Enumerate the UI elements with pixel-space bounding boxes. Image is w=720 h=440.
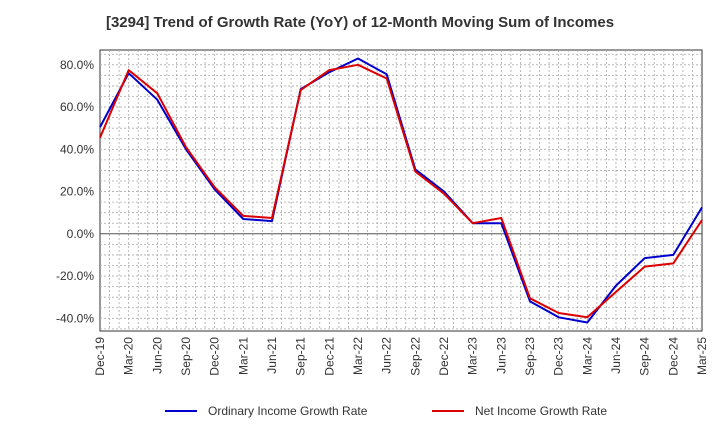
x-tick-label: Mar-22 bbox=[351, 337, 365, 375]
y-tick-label: 40.0% bbox=[60, 142, 94, 156]
x-tick-label: Jun-21 bbox=[265, 337, 279, 374]
x-tick-label: Sep-21 bbox=[294, 337, 308, 376]
y-tick-labels: -40.0% -20.0% 0.0% 20.0% 40.0% 60.0% 80.0% bbox=[56, 58, 94, 326]
x-tick-labels: Dec-19 Mar-20 Jun-20 Sep-20 Dec-20 Mar-21 Jun-… bbox=[93, 337, 709, 376]
series-lines bbox=[99, 57, 703, 324]
plot-background bbox=[99, 49, 703, 332]
x-tick-label: Mar-21 bbox=[236, 337, 250, 375]
x-tick-label: Mar-20 bbox=[122, 337, 136, 375]
y-tick-label: -20.0% bbox=[56, 269, 94, 283]
x-tick-label: Sep-20 bbox=[179, 337, 193, 376]
y-tick-label: 80.0% bbox=[60, 58, 94, 72]
x-tick-label: Jun-23 bbox=[494, 337, 508, 374]
y-tick-label: 20.0% bbox=[60, 185, 94, 199]
x-tick-label: Sep-22 bbox=[408, 337, 422, 376]
series-line-net-income bbox=[99, 63, 703, 319]
legend-label: Ordinary Income Growth Rate bbox=[208, 404, 368, 418]
legend: Ordinary Income Growth Rate Net Income Gr… bbox=[165, 404, 607, 418]
y-tick-label: -40.0% bbox=[56, 311, 94, 325]
x-tick-label: Sep-24 bbox=[638, 337, 652, 376]
chart-title: [3294] Trend of Growth Rate (YoY) of 12-… bbox=[105, 14, 615, 31]
x-tick-label: Jun-20 bbox=[150, 337, 164, 374]
x-tick-label: Dec-23 bbox=[552, 337, 566, 376]
x-tick-label: Sep-23 bbox=[523, 337, 537, 376]
x-tick-label: Mar-24 bbox=[580, 337, 594, 375]
x-tick-label: Jun-22 bbox=[380, 337, 394, 374]
x-tick-label: Jun-24 bbox=[609, 337, 623, 374]
x-tick-label: Dec-19 bbox=[93, 337, 107, 376]
x-tick-label: Dec-20 bbox=[208, 337, 222, 376]
y-tick-label: 60.0% bbox=[60, 100, 94, 114]
x-tick-label: Mar-23 bbox=[466, 337, 480, 375]
x-tick-label: Dec-21 bbox=[322, 337, 336, 376]
y-tick-label: 0.0% bbox=[67, 227, 95, 241]
x-tick-label: Mar-25 bbox=[695, 337, 709, 375]
legend-label: Net Income Growth Rate bbox=[475, 404, 607, 418]
x-tick-label: Dec-24 bbox=[666, 337, 680, 376]
x-tick-label: Dec-22 bbox=[437, 337, 451, 376]
